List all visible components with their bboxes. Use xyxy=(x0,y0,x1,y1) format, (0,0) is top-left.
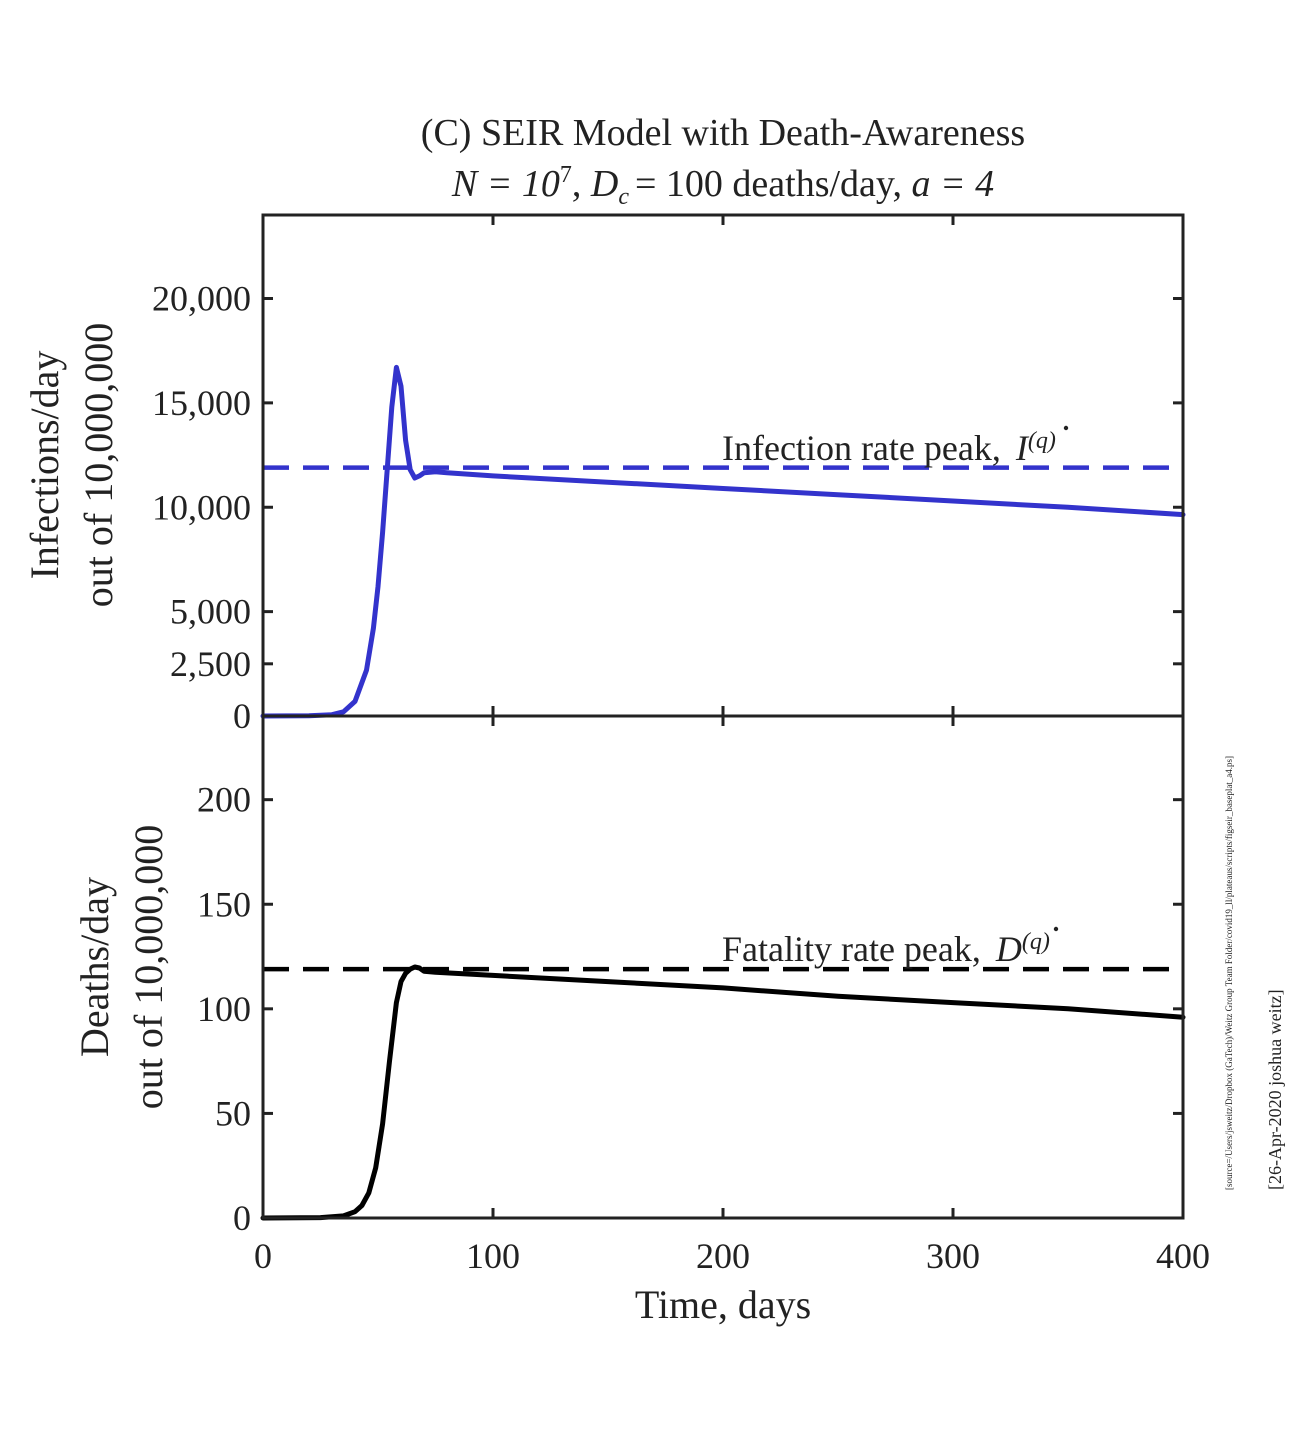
deaths-panel: 0 50 100 150 200 0 100 200 300 400 Fatality rate… xyxy=(72,714,1210,1327)
infections-y-tick-label: 5,000 xyxy=(170,592,251,632)
infections-series-line xyxy=(260,364,1186,719)
infections-y-tick-label: 2,500 xyxy=(170,644,251,684)
deaths-y-tick-label: 200 xyxy=(197,780,251,820)
infection-peak-label: Infection rate peak, I(q) xyxy=(722,428,1056,468)
infections-y-tick-labels: 0 2,500 5,000 10,000 15,000 20,000 xyxy=(152,279,251,737)
infections-series xyxy=(260,364,1186,719)
deaths-x-tick-labels: 0 100 200 300 400 xyxy=(254,1236,1210,1276)
deaths-x-tick-label: 200 xyxy=(696,1236,750,1276)
deaths-x-tick-label: 100 xyxy=(466,1236,520,1276)
deaths-y-label-line1: Deaths/day xyxy=(72,877,117,1057)
chart-title-line1: (C) SEIR Model with Death-Awareness xyxy=(421,112,1025,154)
deaths-y-tick-label: 150 xyxy=(197,884,251,924)
deaths-y-tick-label: 0 xyxy=(233,1198,251,1238)
deaths-y-tick-label: 50 xyxy=(215,1093,251,1133)
deaths-series xyxy=(260,964,1186,1221)
deaths-x-tick-label: 400 xyxy=(1156,1236,1210,1276)
deaths-axes-box xyxy=(261,714,1185,1220)
chart-title-line2: N = 107, Dc = 100 deaths/day, a = 4 xyxy=(451,162,994,210)
source-path-text: [source=/Users/jsweitz/Dropbox (GaTech)/… xyxy=(1224,756,1234,1190)
x-axis-label: Time, days xyxy=(635,1282,811,1327)
infections-y-tick-label: 0 xyxy=(233,696,251,736)
infection-symbol-dot xyxy=(1063,425,1069,431)
infections-panel: 0 2,500 5,000 10,000 15,000 20,000 Infection … xyxy=(22,213,1186,737)
infections-y-label-line2: out of 10,000,000 xyxy=(76,323,121,607)
infections-y-tick-label: 20,000 xyxy=(152,279,251,319)
fatality-symbol-dot xyxy=(1053,926,1059,932)
date-stamp-text: [26-Apr-2020 joshua weitz] xyxy=(1265,989,1285,1190)
deaths-x-tick-label: 0 xyxy=(254,1236,272,1276)
infections-y-label-line1: Infections/day xyxy=(22,351,67,580)
infections-y-tick-label: 10,000 xyxy=(152,487,251,527)
deaths-y-tick-labels: 0 50 100 150 200 xyxy=(197,780,251,1238)
deaths-y-label-line2: out of 10,000,000 xyxy=(126,825,171,1109)
deaths-y-tick-label: 100 xyxy=(197,989,251,1029)
deaths-x-tick-label: 300 xyxy=(926,1236,980,1276)
deaths-series-line xyxy=(260,964,1186,1221)
infections-y-tick-label: 15,000 xyxy=(152,383,251,423)
fatality-peak-label: Fatality rate peak, D(q) xyxy=(722,929,1050,969)
